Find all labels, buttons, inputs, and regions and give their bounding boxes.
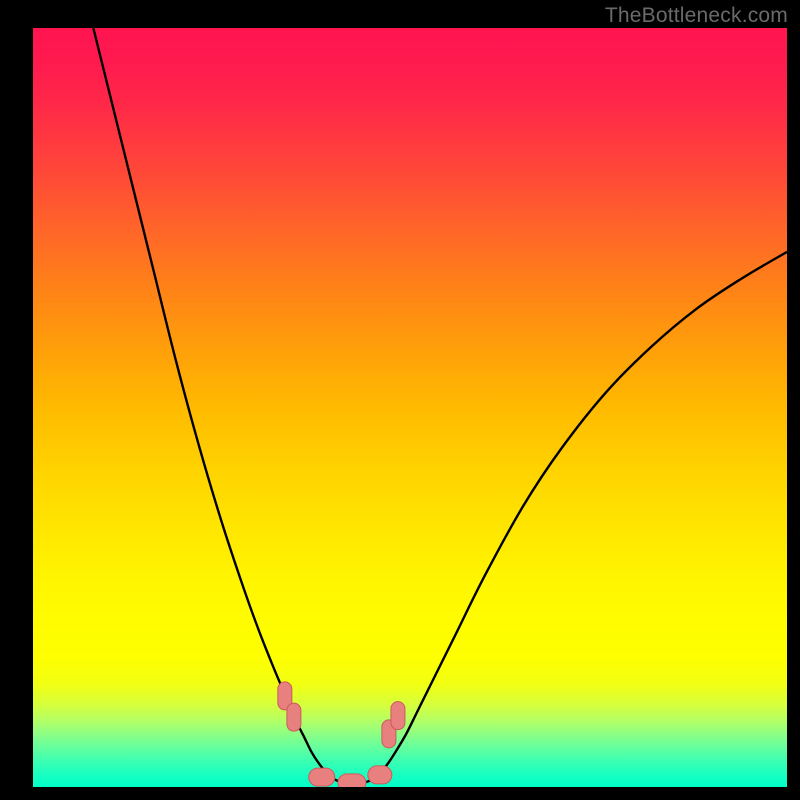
watermark: TheBottleneck.com <box>605 4 788 28</box>
marker-cap <box>368 766 392 784</box>
marker-cap <box>338 774 366 787</box>
marker-lozenge <box>287 703 301 731</box>
marker-lozenge <box>391 702 405 730</box>
bottleneck-chart <box>33 28 787 787</box>
gradient-background <box>33 28 787 787</box>
chart-area <box>33 28 787 787</box>
marker-cap <box>309 768 335 786</box>
